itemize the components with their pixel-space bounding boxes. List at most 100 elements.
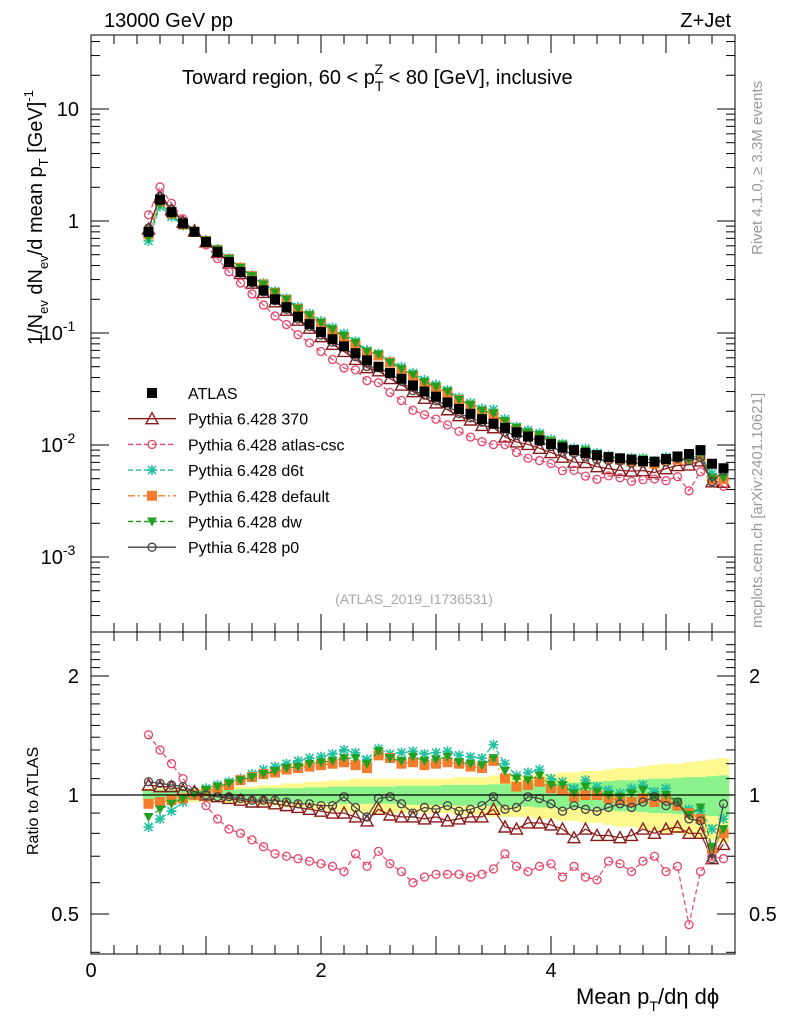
ratio-point-pythia-6-428-d6t	[718, 813, 729, 824]
ratio-point-pythia-6-428-dw	[488, 754, 499, 764]
ratio-point-pythia-6-428-p0	[281, 797, 292, 807]
ratio-point-pythia-6-428-dw	[523, 776, 533, 786]
main-point-pythia-6-428-atlas-csc	[615, 473, 625, 483]
ratio-point-pythia-6-428-atlas-csc	[534, 861, 545, 871]
main-point-pythia-6-428-370	[543, 445, 559, 459]
main-point-pythia-6-428-atlas-csc	[649, 474, 660, 484]
legend-label: Pythia 6.428 dw	[188, 515, 302, 532]
ratio-point-pythia-6-428-atlas-csc	[396, 866, 407, 877]
ratio-point-pythia-6-428-d6t	[396, 747, 407, 758]
main-point-pythia-6-428-atlas-csc	[557, 466, 568, 476]
ratio-point-pythia-6-428-atlas-csc	[327, 861, 338, 871]
ratio-point-pythia-6-428-atlas-csc	[304, 856, 315, 866]
main-point-pythia-6-428-370	[624, 463, 639, 477]
ratio-point-pythia-6-428-dw	[178, 794, 188, 804]
axes-ticks: 0 2 4 10-3 10-2 10-1 1 10 0.5 0.5 1 1 2 2	[41, 35, 777, 982]
main-point-pythia-6-428-dw	[327, 325, 338, 335]
ratio-point-pythia-6-428-d6t	[166, 806, 177, 817]
ratio-point-pythia-6-428-dw	[339, 754, 349, 764]
main-point-pythia-6-428-atlas-csc	[638, 475, 648, 485]
ratio-point-pythia-6-428-dw	[166, 799, 177, 809]
ratio-point-pythia-6-428-d6t	[465, 751, 476, 762]
ratio-point-pythia-6-428-370	[566, 830, 582, 844]
main-point-pythia-6-428-atlas-csc	[511, 447, 522, 458]
ratio-point-pythia-6-428-d6t	[270, 761, 280, 772]
legend-label: Pythia 6.428 370	[188, 412, 308, 429]
atlas-data-point	[454, 403, 464, 414]
legend-marker	[147, 542, 157, 552]
main-point-pythia-6-428-atlas-csc	[603, 471, 614, 481]
ratio-point-pythia-6-428-p0	[500, 804, 510, 814]
ratio-point-pythia-6-428-atlas-csc	[603, 856, 614, 866]
ratio-point-pythia-6-428-default	[442, 757, 453, 768]
legend-marker	[147, 465, 157, 476]
ratio-point-pythia-6-428-dw	[304, 759, 315, 769]
ratio-point-pythia-6-428-p0	[408, 808, 418, 818]
atlas-data-point	[684, 449, 694, 460]
ratio-point-pythia-6-428-dw	[143, 812, 154, 822]
ratio-point-pythia-6-428-dw	[385, 754, 395, 764]
ratio-point-pythia-6-428-370	[336, 805, 352, 819]
main-point-pythia-6-428-atlas-csc	[373, 378, 384, 388]
ratio-point-pythia-6-428-370	[658, 821, 674, 835]
main-point-pythia-6-428-370	[681, 457, 697, 471]
main-point-pythia-6-428-atlas-csc	[454, 426, 464, 437]
ratio-point-pythia-6-428-p0	[672, 797, 683, 807]
main-point-pythia-6-428-atlas-csc	[155, 182, 165, 192]
ratio-point-pythia-6-428-p0	[488, 792, 499, 802]
main-point-pythia-6-428-atlas-csc	[270, 311, 280, 321]
ratio-point-pythia-6-428-370	[509, 821, 524, 835]
ratio-point-pythia-6-428-dw	[316, 758, 326, 768]
ratio-point-pythia-6-428-370	[543, 817, 559, 831]
main-point-pythia-6-428-dw	[408, 370, 418, 380]
ratio-point-pythia-6-428-p0	[143, 777, 154, 787]
ratio-point-pythia-6-428-d6t	[500, 758, 510, 769]
atlas-data-point	[592, 450, 602, 461]
legend-label: Pythia 6.428 default	[188, 489, 330, 506]
atlas-data-point	[442, 397, 453, 408]
main-point-pythia-6-428-370	[532, 440, 547, 454]
main-point-pythia-6-428-dw	[316, 318, 326, 328]
main-point-pythia-6-428-atlas-csc	[431, 414, 441, 424]
ratio-point-pythia-6-428-atlas-csc	[649, 851, 660, 861]
ratio-point-pythia-6-428-default	[649, 797, 660, 808]
ratio-point-pythia-6-428-dw	[350, 754, 361, 764]
main-point-pythia-6-428-dw	[396, 365, 407, 375]
main-point-pythia-6-428-atlas-csc	[293, 330, 303, 340]
ratio-point-pythia-6-428-atlas-csc	[454, 869, 464, 879]
mcplots-label: mcplots.cern.ch [arXiv:2401.10621]	[749, 393, 766, 628]
atlas-data-point	[258, 285, 269, 296]
ratio-point-pythia-6-428-dw	[419, 756, 430, 766]
ratio-point-pythia-6-428-370	[555, 821, 570, 835]
ratio-point-pythia-6-428-atlas-csc	[465, 872, 476, 882]
y-tick-label-ratio-right: 1	[749, 785, 760, 807]
ratio-point-pythia-6-428-p0	[155, 778, 165, 789]
atlas-data-point	[293, 311, 303, 322]
ratio-point-pythia-6-428-dw	[155, 805, 165, 815]
main-point-pythia-6-428-atlas-csc	[316, 346, 326, 357]
y-tick-label-ratio: 1	[68, 785, 79, 807]
main-point-pythia-6-428-atlas-csc	[500, 439, 510, 450]
ratio-point-pythia-6-428-p0	[477, 800, 487, 811]
ratio-point-pythia-6-428-370	[635, 821, 651, 835]
main-point-pythia-6-428-370	[382, 371, 398, 385]
ratio-point-pythia-6-428-atlas-csc	[270, 849, 280, 859]
main-point-pythia-6-428-atlas-csc	[350, 365, 361, 375]
ratio-point-pythia-6-428-d6t	[534, 764, 545, 775]
ratio-point-pythia-6-428-atlas-csc	[201, 800, 211, 811]
ratio-point-pythia-6-428-atlas-csc	[500, 849, 510, 859]
ratio-point-pythia-6-428-d6t	[603, 784, 614, 795]
ratio-point-pythia-6-428-370	[716, 836, 731, 851]
ratio-point-pythia-6-428-d6t	[638, 779, 648, 790]
atlas-data-point	[523, 431, 533, 442]
ratio-point-pythia-6-428-p0	[569, 800, 579, 811]
rivet-label: Rivet 4.1.0, ≥ 3.3M events	[749, 81, 766, 255]
ratio-point-pythia-6-428-dw	[592, 787, 602, 797]
main-point-pythia-6-428-atlas-csc	[304, 338, 315, 348]
ratio-point-pythia-6-428-370	[474, 809, 490, 823]
legend-entry-pythia-6-428-p0: Pythia 6.428 p0	[128, 540, 299, 557]
atlas-data-point	[224, 257, 234, 268]
ratio-point-pythia-6-428-dw	[373, 747, 384, 757]
header-energy: 13000 GeV pp	[104, 10, 233, 32]
main-point-pythia-6-428-dw	[419, 377, 430, 387]
